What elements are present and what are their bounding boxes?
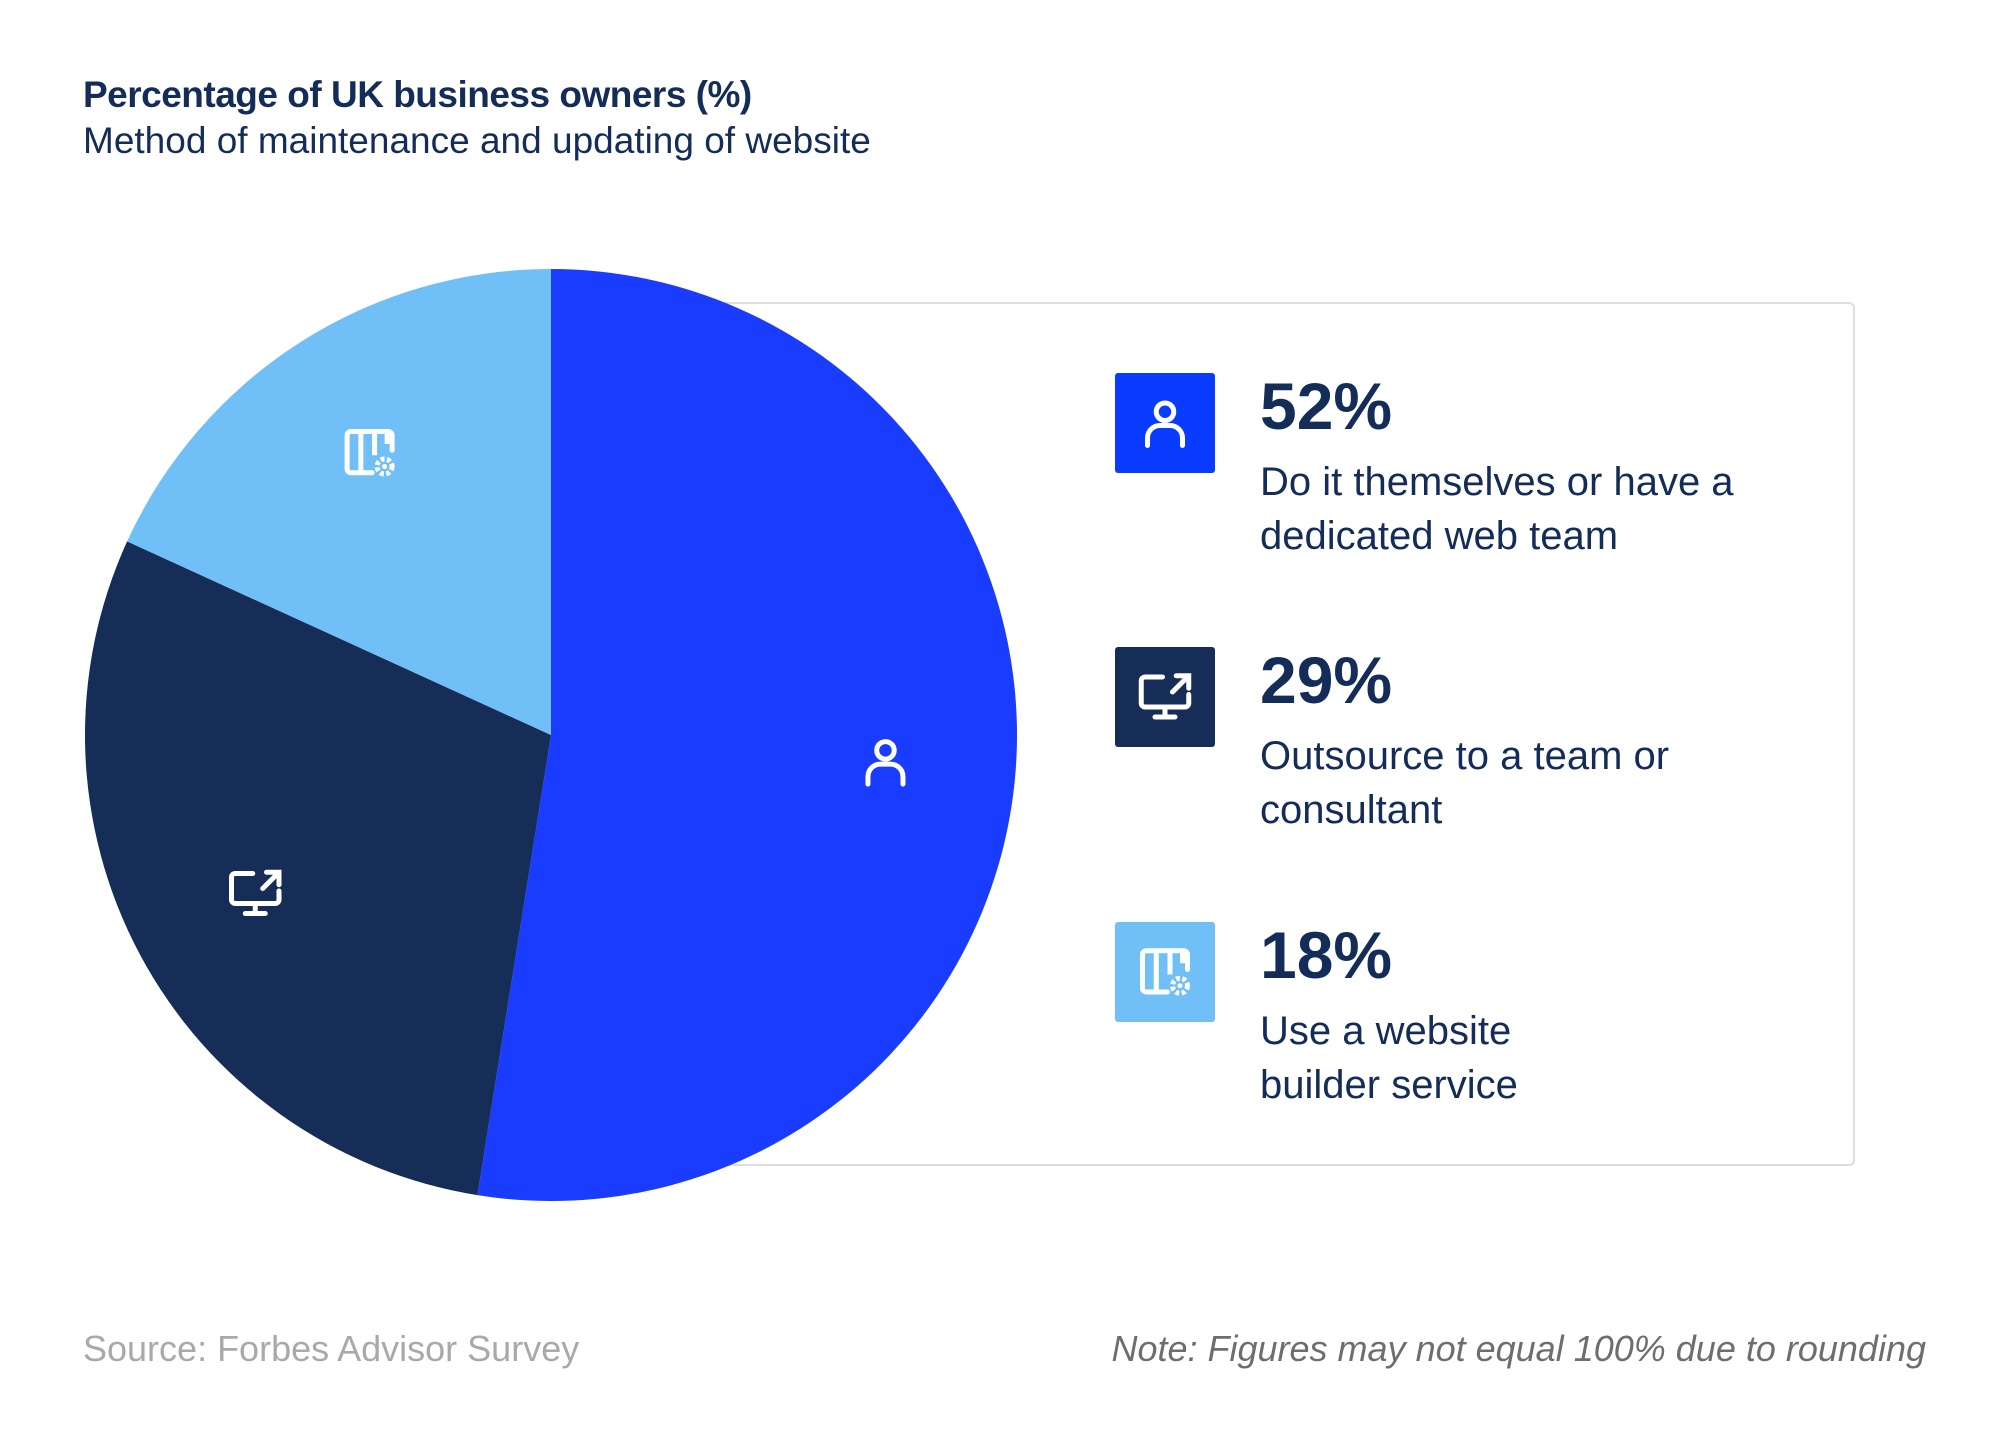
legend-label: Outsource to a team or consultant — [1260, 734, 1670, 832]
legend-item-outsource: 29% Outsource to a team or consultant — [1115, 647, 1815, 867]
chart-subtitle: Method of maintenance and updating of we… — [83, 120, 871, 161]
legend-item-builder: 18% Use a website builder service — [1115, 922, 1815, 1142]
pie-slice-1 — [477, 269, 1018, 1201]
source-note: Source: Forbes Advisor Survey — [83, 1328, 580, 1369]
pie-slice-2 — [85, 541, 551, 1196]
legend-value: 18% — [1260, 918, 1393, 992]
chart-title: Percentage of UK business owners (%) — [83, 74, 752, 115]
legend-swatch — [1115, 373, 1215, 473]
legend-value: 29% — [1260, 643, 1393, 717]
legend-label: Use a website builder service — [1260, 1009, 1518, 1107]
legend-item-diy: 52% Do it themselves or have a dedicated… — [1115, 373, 1815, 593]
legend-label: Do it themselves or have a dedicated web… — [1260, 460, 1734, 558]
website-builder-icon — [1135, 942, 1195, 1002]
legend-swatch — [1115, 647, 1215, 747]
legend-value: 52% — [1260, 369, 1393, 443]
rounding-note: Note: Figures may not equal 100% due to … — [1111, 1328, 1926, 1369]
person-icon — [1135, 393, 1195, 453]
monitor-share-icon — [1135, 667, 1195, 727]
pie-slice-3 — [127, 269, 552, 735]
legend-swatch — [1115, 922, 1215, 1022]
